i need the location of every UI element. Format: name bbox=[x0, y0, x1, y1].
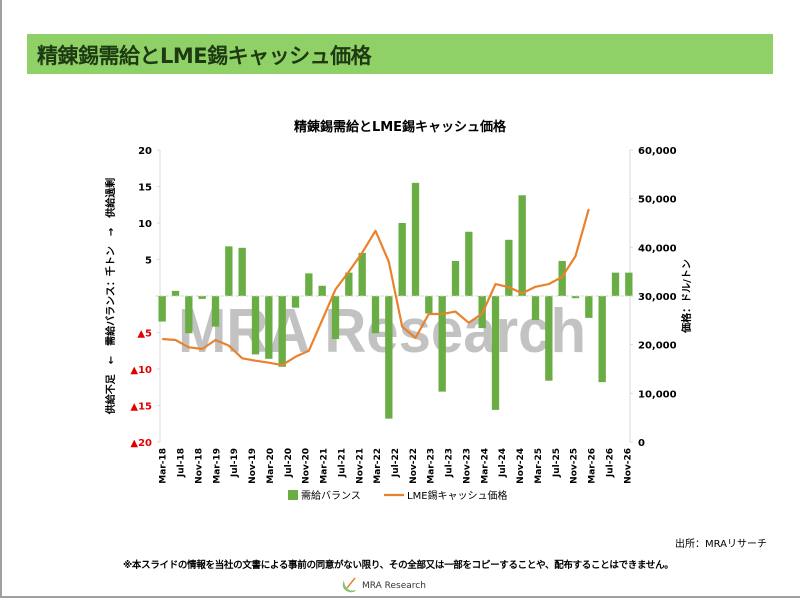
balance-bar bbox=[358, 252, 366, 296]
x-tick-label: Nov-26 bbox=[623, 448, 633, 484]
chart-title: 精錬錫需給とLME錫キャッシュ価格 bbox=[294, 119, 507, 135]
logo-icon bbox=[342, 577, 356, 593]
balance-bar bbox=[571, 296, 580, 299]
x-tick-label: Nov-24 bbox=[516, 448, 526, 484]
balance-bar bbox=[451, 260, 460, 296]
balance-bar bbox=[198, 296, 206, 299]
x-tick-label: Jul-20 bbox=[284, 448, 294, 478]
x-tick-label: Jul-22 bbox=[391, 448, 401, 478]
x-tick-label: Mar-20 bbox=[266, 448, 276, 484]
balance-bar bbox=[331, 296, 340, 340]
balance-bar bbox=[625, 272, 633, 296]
balance-bar bbox=[345, 272, 353, 296]
left-tick-label: 20 bbox=[138, 146, 152, 157]
x-tick-label: Nov-20 bbox=[302, 448, 312, 484]
left-tick-label: 5 bbox=[145, 256, 152, 267]
balance-bar bbox=[531, 296, 540, 321]
x-tick-label: Mar-23 bbox=[427, 448, 437, 484]
source-note: 出所：MRAリサーチ bbox=[674, 539, 767, 550]
legend-bar-label: 需給バランス bbox=[301, 489, 361, 502]
x-tick-label: Mar-24 bbox=[480, 448, 490, 484]
x-tick-label: Jul-25 bbox=[552, 448, 562, 478]
balance-bar bbox=[465, 231, 473, 296]
balance-bar bbox=[411, 182, 420, 296]
balance-bar bbox=[598, 296, 606, 383]
balance-bar bbox=[385, 296, 393, 419]
right-tick-label: 50,000 bbox=[638, 195, 677, 206]
x-tick-label: Jul-21 bbox=[337, 448, 347, 478]
left-tick-label: ▲20 bbox=[130, 438, 152, 449]
balance-bar bbox=[505, 239, 513, 296]
x-tick-label: Nov-23 bbox=[462, 448, 472, 484]
right-tick-label: 30,000 bbox=[638, 292, 677, 303]
balance-bar bbox=[371, 296, 380, 334]
balance-bar bbox=[211, 296, 220, 327]
x-tick-label: Nov-19 bbox=[248, 448, 258, 484]
right-axis-title: 価格：ドル/トン bbox=[680, 259, 693, 334]
balance-bar bbox=[425, 296, 433, 314]
watermark: MRA Research bbox=[178, 297, 586, 366]
x-tick-label: Nov-25 bbox=[570, 448, 580, 484]
balance-bar bbox=[545, 296, 553, 381]
x-tick-label: Mar-21 bbox=[320, 448, 330, 484]
copyright-notice: ※本スライドの情報を当社の文書による事前の同意がない限り、その全部又は一部をコピ… bbox=[123, 560, 674, 571]
title-banner: 精錬錫需給とLME錫キャッシュ価格 bbox=[27, 34, 773, 74]
x-tick-label: Nov-21 bbox=[355, 448, 365, 484]
right-tick-label: 20,000 bbox=[638, 341, 677, 352]
x-tick-label: Jul-19 bbox=[230, 448, 240, 478]
legend-bar-swatch bbox=[288, 490, 298, 500]
x-tick-label: Nov-22 bbox=[409, 448, 419, 484]
balance-bar bbox=[438, 296, 446, 392]
balance-bar bbox=[185, 296, 193, 334]
x-tick-label: Mar-25 bbox=[534, 448, 544, 484]
x-tick-label: Mar-18 bbox=[159, 448, 169, 484]
x-tick-label: Jul-24 bbox=[498, 448, 508, 478]
left-tick-label: ▲10 bbox=[130, 365, 152, 376]
logo-text: MRA Research bbox=[362, 581, 426, 591]
right-tick-label: 60,000 bbox=[638, 146, 677, 157]
balance-bar bbox=[585, 296, 593, 318]
x-tick-label: Jul-18 bbox=[177, 448, 187, 478]
balance-bar bbox=[305, 273, 313, 296]
legend: 需給バランス LME錫キャッシュ価格 bbox=[288, 489, 508, 502]
balance-bar bbox=[265, 296, 273, 359]
x-tick-label: Jul-26 bbox=[605, 448, 615, 478]
left-tick-label: 15 bbox=[138, 183, 152, 194]
balance-bar bbox=[318, 285, 326, 296]
balance-bar bbox=[558, 260, 566, 296]
page-title: 精錬錫需給とLME錫キャッシュ価格 bbox=[37, 44, 372, 68]
company-logo: MRA Research bbox=[340, 577, 426, 595]
x-tick-label: Mar-22 bbox=[373, 448, 383, 484]
left-axis-title: 供給不足 ← 需給バランス：千トン → 供給過剰 bbox=[104, 178, 117, 416]
left-tick-label: ▲5 bbox=[137, 329, 152, 340]
balance-bar bbox=[291, 296, 300, 308]
x-tick-label: Mar-26 bbox=[588, 448, 598, 484]
balance-bar bbox=[251, 296, 260, 355]
balance-bar bbox=[398, 223, 406, 296]
left-tick-label: 10 bbox=[138, 219, 152, 230]
x-tick-label: Nov-18 bbox=[194, 448, 204, 484]
balance-bar bbox=[171, 290, 180, 296]
balance-bar bbox=[225, 246, 233, 296]
left-tick-label: ▲15 bbox=[130, 402, 152, 413]
balance-bar bbox=[518, 195, 526, 296]
right-tick-label: 10,000 bbox=[638, 389, 677, 400]
price-line bbox=[162, 208, 590, 367]
x-tick-label: Mar-19 bbox=[212, 448, 222, 484]
legend-line-label: LME錫キャッシュ価格 bbox=[407, 489, 508, 502]
right-tick-label: 40,000 bbox=[638, 243, 677, 254]
right-tick-label: 0 bbox=[638, 438, 645, 449]
x-tick-label: Jul-23 bbox=[445, 448, 455, 478]
balance-bar bbox=[491, 296, 500, 410]
balance-bar bbox=[611, 272, 620, 296]
balance-bar bbox=[158, 296, 166, 322]
balance-bar bbox=[238, 247, 246, 296]
balance-bar bbox=[278, 296, 286, 367]
